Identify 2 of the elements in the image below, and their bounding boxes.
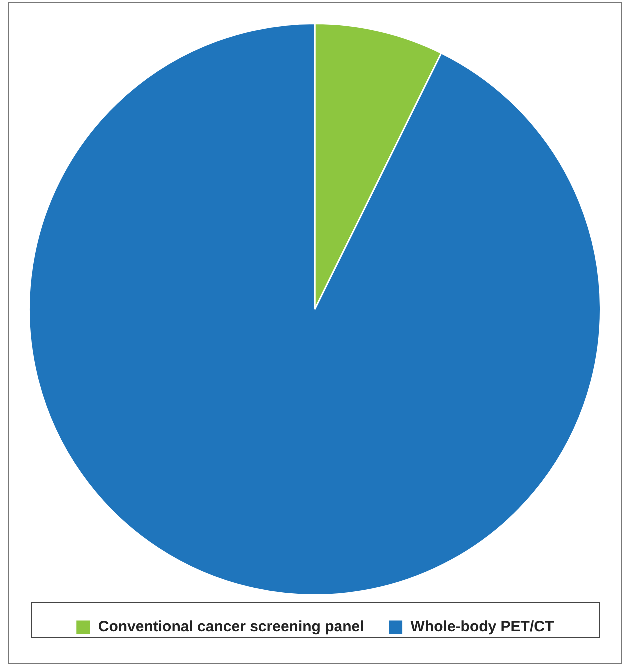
legend-label: Whole-body PET/CT: [410, 618, 554, 636]
legend-label: Conventional cancer screening panel: [98, 618, 364, 636]
